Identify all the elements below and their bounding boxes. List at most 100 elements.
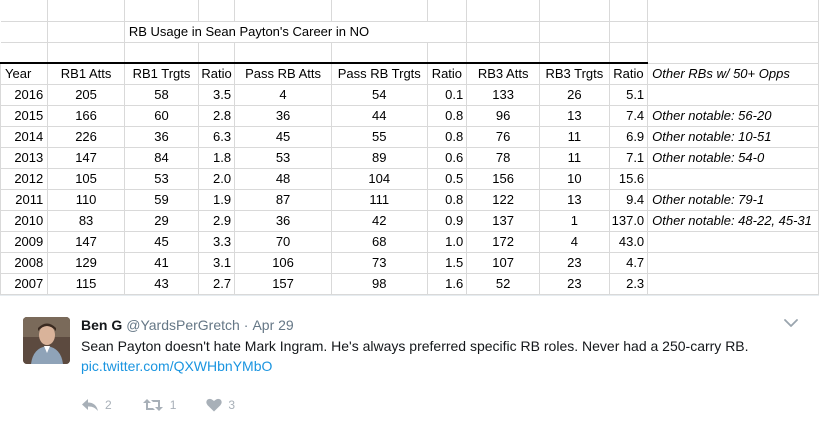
blank-cell <box>0 42 49 64</box>
cell-pass-rb-ratio: 0.8 <box>426 188 468 211</box>
cell-rb3-ratio: 43.0 <box>608 230 649 253</box>
chevron-down-icon[interactable] <box>784 318 798 328</box>
blank-cell <box>466 0 541 22</box>
cell-rb1-trgts: 84 <box>123 146 200 169</box>
cell-rb3-trgts: 11 <box>539 146 610 169</box>
cell-pass-rb-trgts: 73 <box>331 251 428 274</box>
cell-rb1-atts: 115 <box>47 272 125 295</box>
cell-pass-rb-atts: 87 <box>234 188 333 211</box>
cell-rb1-trgts: 29 <box>123 209 200 232</box>
table-row: 2014 226 36 6.3 45 55 0.8 76 11 6.9 Other notable:… <box>0 125 819 148</box>
blank-cell <box>234 42 333 64</box>
cell-other-rbs: Other notable: 54-0 <box>647 147 819 169</box>
cell-other-rbs <box>647 294 819 295</box>
cell-rb3-atts: 137 <box>466 209 541 232</box>
cell-year: 2007 <box>0 272 49 295</box>
like-count: 3 <box>228 398 236 412</box>
cell-pass-rb-trgts: 89 <box>331 146 428 169</box>
cell-rb1-trgts: 36 <box>123 125 200 148</box>
cell-year: 2006 <box>0 293 49 295</box>
cell-rb3-trgts: 11 <box>539 125 610 148</box>
rb-usage-table: RB Usage in Sean Payton's Career in NO Ye… <box>0 0 819 295</box>
cell-pass-rb-trgts: 98 <box>331 272 428 295</box>
cell-rb3-atts: 133 <box>466 83 541 106</box>
cell-pass-rb-trgts: 44 <box>331 104 428 127</box>
spreadsheet-screenshot: RB Usage in Sean Payton's Career in NO Ye… <box>0 0 819 295</box>
cell-pass-rb-trgts: 42 <box>331 209 428 232</box>
table-row: 2010 83 29 2.9 36 42 0.9 137 1 137.0 Other notable… <box>0 209 819 232</box>
cell-rb3-atts: 96 <box>466 104 541 127</box>
cell-rb1-atts: 105 <box>47 167 125 190</box>
tweet-card[interactable]: Ben G @YardsPerGretch · Apr 29 Sean Payton … <box>0 295 819 435</box>
cell-rb3-atts: 122 <box>466 188 541 211</box>
cell-pass-rb-ratio: 1.5 <box>426 251 468 274</box>
reply-icon <box>82 399 98 411</box>
cell-pass-rb-ratio: 0.5 <box>426 167 468 190</box>
column-header-rb3-ratio: Ratio <box>608 62 649 85</box>
blank-row <box>0 0 819 22</box>
author-name[interactable]: Ben G <box>81 317 123 333</box>
blank-cell <box>47 0 125 22</box>
cell-rb1-ratio: 3.1 <box>198 251 236 274</box>
cell-year: 2016 <box>0 83 49 106</box>
column-header-rb3-atts: RB3 Atts <box>466 62 541 85</box>
author-handle[interactable]: @YardsPerGretch <box>126 317 240 333</box>
cell-rb3-trgts: 28 <box>539 293 610 295</box>
cell-rb3-trgts: 13 <box>539 188 610 211</box>
blank-cell <box>0 0 49 22</box>
cell-rb3-trgts: 10 <box>539 167 610 190</box>
tweet-media-link[interactable]: pic.twitter.com/QXWHbnYMbO <box>81 358 273 374</box>
cell-rb1-ratio: 6.3 <box>198 125 236 148</box>
cell-rb3-atts: 156 <box>466 167 541 190</box>
cell-rb3-atts: 107 <box>466 251 541 274</box>
column-header-rb3-trgts: RB3 Trgts <box>539 62 610 85</box>
cell-pass-rb-ratio: 1.0 <box>426 230 468 253</box>
title-row: RB Usage in Sean Payton's Career in NO <box>0 21 819 43</box>
retweet-button[interactable]: 1 <box>142 398 176 412</box>
like-button[interactable]: 3 <box>206 398 235 412</box>
cell-rb1-ratio: 3.3 <box>198 230 236 253</box>
sheet-title: RB Usage in Sean Payton's Career in NO <box>124 21 468 43</box>
cell-rb3-ratio: 7.1 <box>608 146 649 169</box>
blank-cell <box>47 42 125 64</box>
blank-cell <box>647 0 819 22</box>
tweet-header: Ben G @YardsPerGretch · Apr 29 <box>81 316 294 334</box>
cell-other-rbs: Other notable: 56-20 <box>647 105 819 127</box>
cell-rb3-ratio: 137.0 <box>608 209 649 232</box>
blank-cell <box>609 21 649 43</box>
cell-year: 2015 <box>0 104 49 127</box>
column-header-year: Year <box>0 62 49 85</box>
blank-cell <box>427 0 468 22</box>
blank-cell <box>647 42 819 64</box>
reply-button[interactable]: 2 <box>81 398 112 412</box>
blank-row <box>0 42 819 64</box>
table-row: 2012 105 53 2.0 48 104 0.5 156 10 15.6 <box>0 167 819 190</box>
cell-rb1-ratio: 2.7 <box>198 272 236 295</box>
table-row: 2009 147 45 3.3 70 68 1.0 172 4 43.0 <box>0 230 819 253</box>
tweet-date[interactable]: Apr 29 <box>252 317 294 333</box>
cell-rb1-trgts: 58 <box>123 83 200 106</box>
reply-count: 2 <box>105 398 112 412</box>
blank-cell <box>609 42 649 64</box>
cell-rb1-trgts: 45 <box>123 230 200 253</box>
blank-cell <box>198 42 236 64</box>
column-header-rb1-ratio: Ratio <box>198 62 236 85</box>
cell-pass-rb-ratio: 0.6 <box>426 146 468 169</box>
cell-rb3-atts: 78 <box>466 146 541 169</box>
cell-rb1-ratio: 2.8 <box>198 104 236 127</box>
cell-pass-rb-atts: 45 <box>234 125 333 148</box>
column-header-rb1-trgts: RB1 Trgts <box>123 62 200 85</box>
cell-pass-rb-atts: 106 <box>234 251 333 274</box>
cell-rb3-ratio: 15.6 <box>608 167 649 190</box>
cell-rb3-ratio: 5.1 <box>608 83 649 106</box>
avatar[interactable] <box>23 317 70 364</box>
retweet-icon <box>142 399 163 411</box>
tweet-text: Sean Payton doesn't hate Mark Ingram. He… <box>81 338 749 354</box>
cell-rb3-atts: 76 <box>466 125 541 148</box>
blank-cell <box>539 0 610 22</box>
cell-rb3-atts: 4 <box>466 293 541 295</box>
table-row: 2016 205 58 3.5 4 54 0.1 133 26 5.1 <box>0 83 819 106</box>
header-row: Year RB1 Atts RB1 Trgts Ratio Pass RB Atts Pa… <box>0 62 819 85</box>
cell-pass-rb-ratio: 0.8 <box>426 104 468 127</box>
cell-other-rbs <box>647 168 819 190</box>
